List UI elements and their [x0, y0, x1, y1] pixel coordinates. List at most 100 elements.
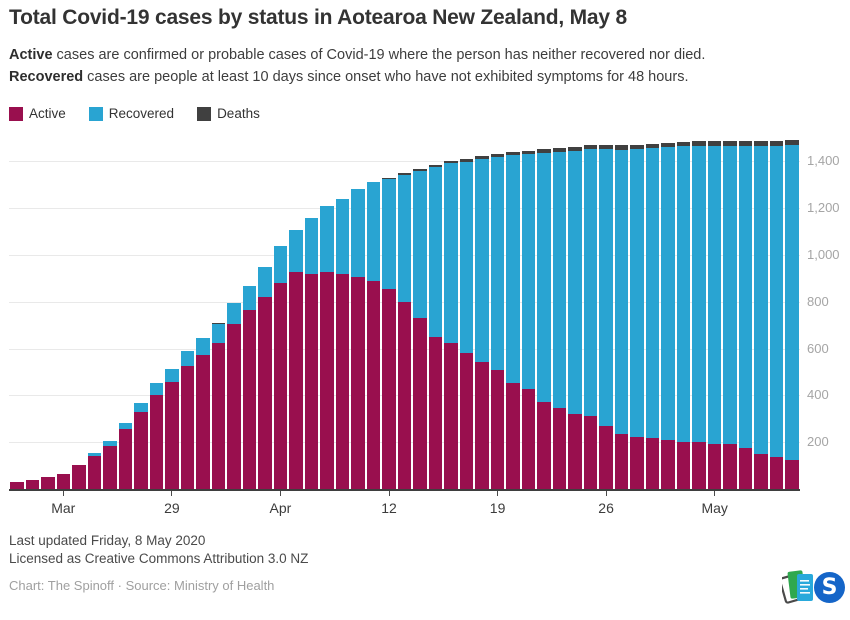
last-updated-text: Last updated Friday, 8 May 2020	[9, 533, 206, 548]
bar-apr-23[interactable]	[552, 138, 567, 489]
chart-plot-area: 200 400 600 800 1,000 1,200 1,400 Mar 29 Apr 12 19 2…	[9, 138, 840, 516]
bar-segment-active	[475, 361, 489, 489]
bar-segment-deaths	[428, 164, 443, 167]
bar-mar-29[interactable]	[165, 138, 179, 489]
bar-segment-active	[661, 440, 675, 489]
bar-apr-4[interactable]	[258, 138, 272, 489]
bar-segment-active	[428, 337, 443, 489]
bar-segment-active	[227, 324, 241, 489]
bar-segment-recovered	[537, 152, 551, 402]
bar-apr-26[interactable]	[599, 138, 613, 489]
bar-segment-recovered	[676, 146, 691, 442]
bar-segment-deaths	[723, 141, 737, 146]
bar-segment-recovered	[428, 166, 443, 338]
description-term-recovered: Recovered	[9, 69, 84, 85]
bar-apr-2[interactable]	[227, 138, 241, 489]
bar-mar-26[interactable]	[118, 138, 133, 489]
description-text-recovered: cases are people at least 10 days since …	[83, 69, 689, 85]
bar-apr-19[interactable]	[490, 138, 505, 489]
bar-apr-13[interactable]	[397, 138, 412, 489]
bar-segment-recovered	[506, 154, 520, 383]
bar-segment-recovered	[304, 217, 319, 275]
stacked-cards-logo[interactable]	[782, 567, 816, 611]
bar-may-1[interactable]	[676, 138, 691, 489]
bar-segment-deaths	[599, 145, 613, 150]
bar-apr-30[interactable]	[661, 138, 675, 489]
bar-apr-9[interactable]	[335, 138, 350, 489]
bar-mar-30[interactable]	[180, 138, 195, 489]
bar-mar-31[interactable]	[196, 138, 210, 489]
bar-mar-23[interactable]	[72, 138, 86, 489]
bar-segment-deaths	[769, 140, 784, 146]
bar-mar-28[interactable]	[149, 138, 164, 489]
bar-segment-active	[413, 318, 427, 489]
x-axis-tick-19	[497, 491, 499, 496]
bar-segment-recovered	[692, 145, 706, 442]
bar-segment-active	[289, 271, 303, 489]
bar-may-4[interactable]	[723, 138, 737, 489]
bar-mar-21[interactable]	[41, 138, 55, 489]
bar-apr-16[interactable]	[444, 138, 458, 489]
bar-apr-17[interactable]	[459, 138, 474, 489]
bar-may-6[interactable]	[754, 138, 768, 489]
bar-apr-15[interactable]	[428, 138, 443, 489]
bar-apr-3[interactable]	[242, 138, 257, 489]
bar-may-8[interactable]	[785, 138, 799, 489]
bar-apr-21[interactable]	[521, 138, 536, 489]
spinoff-logo[interactable]: S	[814, 572, 845, 603]
bar-apr-20[interactable]	[506, 138, 520, 489]
bar-may-5[interactable]	[738, 138, 753, 489]
bar-apr-6[interactable]	[289, 138, 303, 489]
bar-segment-deaths	[552, 148, 567, 153]
bar-apr-29[interactable]	[645, 138, 660, 489]
bar-apr-11[interactable]	[366, 138, 381, 489]
bar-segment-deaths	[568, 147, 582, 152]
bar-may-3[interactable]	[707, 138, 722, 489]
bar-segment-recovered	[273, 246, 288, 283]
bar-segment-recovered	[351, 189, 365, 277]
bar-segment-active	[707, 444, 722, 489]
bar-segment-deaths	[459, 159, 474, 162]
bar-segment-recovered	[630, 149, 644, 437]
bar-apr-7[interactable]	[304, 138, 319, 489]
bar-segment-recovered	[227, 302, 241, 325]
bar-apr-22[interactable]	[537, 138, 551, 489]
bar-segment-recovered	[754, 145, 768, 454]
bar-mar-19[interactable]	[10, 138, 24, 489]
bar-may-2[interactable]	[692, 138, 706, 489]
bar-segment-active	[196, 355, 210, 489]
bar-apr-25[interactable]	[583, 138, 598, 489]
bar-apr-12[interactable]	[382, 138, 396, 489]
bar-segment-recovered	[769, 145, 784, 458]
bar-may-7[interactable]	[769, 138, 784, 489]
bar-apr-27[interactable]	[614, 138, 629, 489]
bar-segment-active	[676, 441, 691, 489]
bar-segment-deaths	[382, 177, 396, 179]
bar-mar-25[interactable]	[103, 138, 117, 489]
y-axis-label-1000: 1,000	[807, 247, 840, 262]
legend-item-active: Active	[9, 106, 66, 121]
bar-mar-22[interactable]	[56, 138, 71, 489]
bar-mar-20[interactable]	[25, 138, 39, 489]
bar-mar-27[interactable]	[134, 138, 148, 489]
bar-segment-recovered	[242, 286, 257, 311]
bar-segment-recovered	[196, 337, 210, 356]
bar-segment-active	[25, 479, 39, 489]
bar-apr-8[interactable]	[320, 138, 334, 489]
gridline-1400	[9, 161, 800, 163]
bar-apr-18[interactable]	[475, 138, 489, 489]
legend-label: Active	[29, 106, 66, 121]
bar-apr-28[interactable]	[630, 138, 644, 489]
bar-segment-recovered	[645, 148, 660, 439]
bar-apr-5[interactable]	[273, 138, 288, 489]
bar-segment-active	[614, 433, 629, 489]
bar-apr-10[interactable]	[351, 138, 365, 489]
bar-segment-recovered	[490, 156, 505, 371]
bar-apr-1[interactable]	[211, 138, 226, 489]
bar-mar-24[interactable]	[87, 138, 102, 489]
legend-item-recovered: Recovered	[88, 106, 174, 121]
bar-apr-24[interactable]	[568, 138, 582, 489]
bar-segment-active	[769, 457, 784, 489]
bar-apr-14[interactable]	[413, 138, 427, 489]
x-axis-tick-mar	[62, 491, 64, 496]
